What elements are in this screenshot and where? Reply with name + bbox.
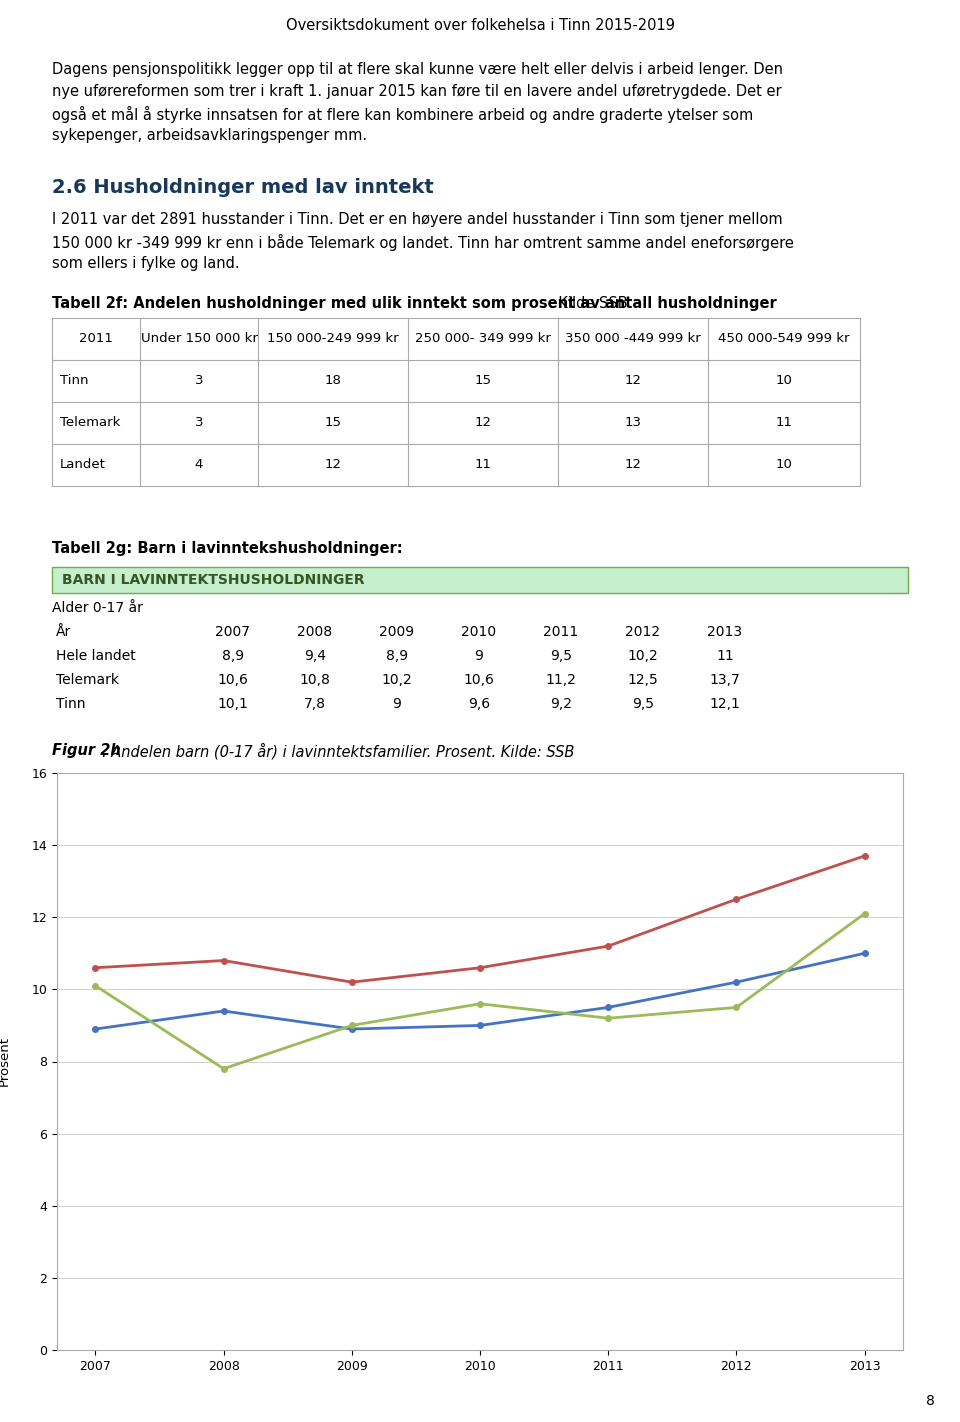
Tinn: [89, 977, 101, 994]
Text: også et mål å styrke innsatsen for at flere kan kombinere arbeid og andre grader: også et mål å styrke innsatsen for at fl…: [52, 107, 754, 124]
Hele landet: [346, 1021, 357, 1038]
Text: 2.6 Husholdninger med lav inntekt: 2.6 Husholdninger med lav inntekt: [52, 178, 434, 198]
Text: Landet: Landet: [60, 458, 106, 472]
Text: 18: 18: [324, 374, 342, 388]
Text: 11: 11: [716, 648, 733, 663]
Text: 12,5: 12,5: [628, 673, 659, 687]
Text: 12: 12: [474, 417, 492, 429]
Text: BARN I LAVINNTEKTSHUSHOLDNINGER: BARN I LAVINNTEKTSHUSHOLDNINGER: [62, 573, 365, 587]
Text: 2013: 2013: [708, 626, 743, 638]
Text: 4: 4: [195, 458, 204, 472]
Text: Figur 2h: Figur 2h: [52, 744, 121, 758]
Hele landet: [731, 974, 742, 991]
Text: 2011: 2011: [543, 626, 579, 638]
Tinn: [859, 906, 871, 923]
Text: 450 000-549 999 kr: 450 000-549 999 kr: [718, 333, 850, 346]
Tinn: [731, 998, 742, 1015]
Hele landet: [859, 944, 871, 961]
Text: År: År: [56, 626, 71, 638]
Telemark: [731, 890, 742, 907]
Text: 2009: 2009: [379, 626, 415, 638]
Text: 2007: 2007: [215, 626, 251, 638]
Tinn: [218, 1061, 229, 1078]
Text: . Kilde SSB.: . Kilde SSB.: [549, 296, 633, 311]
Telemark: [346, 974, 357, 991]
Text: 9,5: 9,5: [632, 697, 654, 711]
Text: 250 000- 349 999 kr: 250 000- 349 999 kr: [415, 333, 551, 346]
Text: Dagens pensjonspolitikk legger opp til at flere skal kunne være helt eller delvi: Dagens pensjonspolitikk legger opp til a…: [52, 63, 783, 77]
Line: Hele landet: Hele landet: [93, 950, 867, 1032]
Text: sykepenger, arbeidsavklaringspenger mm.: sykepenger, arbeidsavklaringspenger mm.: [52, 128, 367, 144]
Text: 8: 8: [925, 1394, 934, 1408]
Text: 8,9: 8,9: [386, 648, 408, 663]
Text: 10: 10: [776, 458, 792, 472]
Text: 12: 12: [625, 458, 641, 472]
Text: 350 000 -449 999 kr: 350 000 -449 999 kr: [565, 333, 701, 346]
Text: nye uførereformen som trer i kraft 1. januar 2015 kan føre til en lavere andel u: nye uførereformen som trer i kraft 1. ja…: [52, 84, 781, 100]
Text: 2010: 2010: [462, 626, 496, 638]
Text: 9,4: 9,4: [304, 648, 326, 663]
Text: 9,2: 9,2: [550, 697, 572, 711]
Text: 13,7: 13,7: [709, 673, 740, 687]
Text: Tabell 2g: Barn i lavinntekshusholdninger:: Tabell 2g: Barn i lavinntekshusholdninge…: [52, 540, 402, 556]
Text: 10,6: 10,6: [464, 673, 494, 687]
Text: 10,2: 10,2: [382, 673, 413, 687]
Text: 7,8: 7,8: [304, 697, 326, 711]
Text: 12: 12: [324, 458, 342, 472]
Text: Telemark: Telemark: [56, 673, 119, 687]
Tinn: [603, 1010, 614, 1027]
Text: 10,1: 10,1: [218, 697, 249, 711]
Text: 2012: 2012: [625, 626, 660, 638]
Telemark: [474, 960, 486, 977]
Text: 11,2: 11,2: [545, 673, 576, 687]
Text: 2011: 2011: [79, 333, 113, 346]
Telemark: [218, 951, 229, 968]
Text: 3: 3: [195, 417, 204, 429]
Text: Under 150 000 kr: Under 150 000 kr: [140, 333, 257, 346]
Text: Tabell 2f: Andelen husholdninger med ulik inntekt som prosent av antall husholdn: Tabell 2f: Andelen husholdninger med uli…: [52, 296, 777, 311]
Line: Tinn: Tinn: [93, 912, 867, 1072]
Text: I 2011 var det 2891 husstander i Tinn. Det er en høyere andel husstander i Tinn : I 2011 var det 2891 husstander i Tinn. D…: [52, 212, 782, 228]
FancyBboxPatch shape: [52, 567, 908, 593]
Text: 12: 12: [625, 374, 641, 388]
Text: 9,6: 9,6: [468, 697, 490, 711]
Text: 13: 13: [625, 417, 641, 429]
Text: Alder 0-17 år: Alder 0-17 år: [52, 602, 143, 614]
Hele landet: [89, 1021, 101, 1038]
Text: som ellers i fylke og land.: som ellers i fylke og land.: [52, 256, 240, 272]
Hele landet: [603, 998, 614, 1015]
Tinn: [346, 1017, 357, 1034]
Text: 9: 9: [474, 648, 484, 663]
Text: 15: 15: [324, 417, 342, 429]
Y-axis label: Prosent: Prosent: [0, 1037, 11, 1086]
Text: 15: 15: [474, 374, 492, 388]
Text: 150 000 kr -349 999 kr enn i både Telemark og landet. Tinn har omtrent samme and: 150 000 kr -349 999 kr enn i både Telema…: [52, 235, 794, 252]
Text: 150 000-249 999 kr: 150 000-249 999 kr: [267, 333, 398, 346]
Text: 9,5: 9,5: [550, 648, 572, 663]
Text: . Andelen barn (0-17 år) i lavinntektsfamilier. Prosent. Kilde: SSB: . Andelen barn (0-17 år) i lavinntektsfa…: [102, 744, 574, 759]
Tinn: [474, 995, 486, 1012]
Text: 10,6: 10,6: [218, 673, 249, 687]
Telemark: [859, 848, 871, 865]
Text: 2008: 2008: [298, 626, 332, 638]
Text: 10: 10: [776, 374, 792, 388]
Text: 8,9: 8,9: [222, 648, 244, 663]
Text: Hele landet: Hele landet: [56, 648, 135, 663]
Text: 3: 3: [195, 374, 204, 388]
Text: Telemark: Telemark: [60, 417, 120, 429]
Text: 10,2: 10,2: [628, 648, 659, 663]
Text: 9: 9: [393, 697, 401, 711]
Text: 12,1: 12,1: [709, 697, 740, 711]
Telemark: [603, 937, 614, 954]
Text: 11: 11: [474, 458, 492, 472]
Text: Tinn: Tinn: [56, 697, 85, 711]
Text: 11: 11: [776, 417, 793, 429]
Text: 10,8: 10,8: [300, 673, 330, 687]
Text: Tinn: Tinn: [60, 374, 88, 388]
Hele landet: [474, 1017, 486, 1034]
Line: Telemark: Telemark: [93, 853, 867, 985]
Telemark: [89, 960, 101, 977]
Text: Oversiktsdokument over folkehelsa i Tinn 2015-2019: Oversiktsdokument over folkehelsa i Tinn…: [285, 18, 675, 33]
Hele landet: [218, 1003, 229, 1020]
